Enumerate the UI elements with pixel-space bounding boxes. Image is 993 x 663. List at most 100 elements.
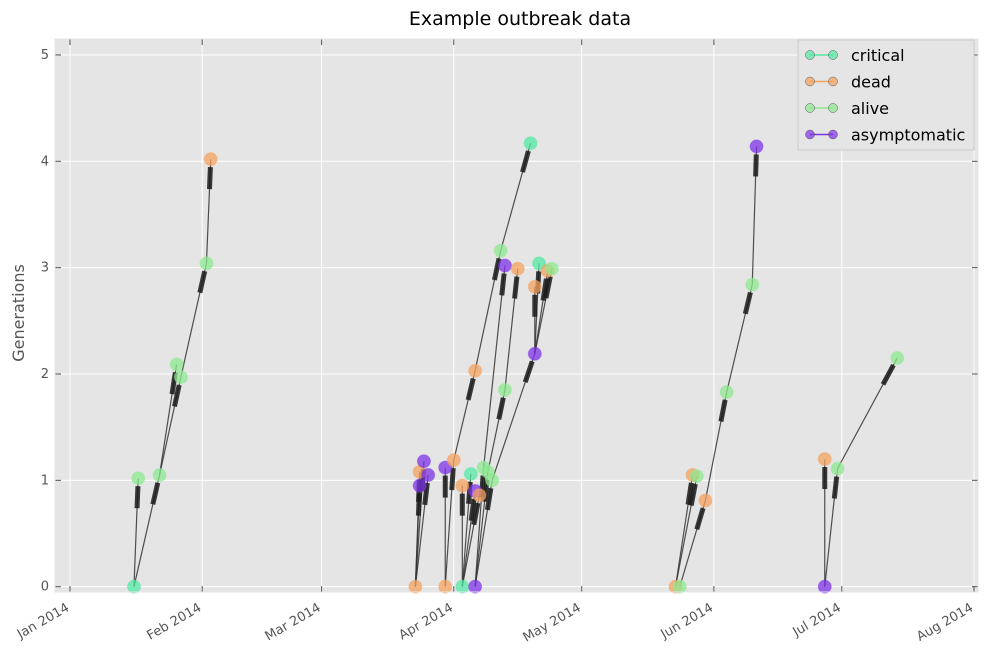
legend-marker xyxy=(828,103,838,113)
legend-box xyxy=(797,39,975,151)
legend-marker xyxy=(828,50,838,60)
x-tick-label: Feb 2014 xyxy=(145,600,205,643)
y-tick-label: 0 xyxy=(41,580,49,595)
x-tick-label: Aug 2014 xyxy=(914,600,976,644)
case-point-dead xyxy=(468,363,483,378)
transmission-arrowhead xyxy=(134,486,141,509)
case-point-asymptomatic xyxy=(749,139,764,154)
transmission-arrowhead xyxy=(880,363,896,386)
case-point-critical xyxy=(455,579,470,594)
case-point-alive xyxy=(493,243,508,258)
case-points xyxy=(126,136,905,594)
case-point-alive xyxy=(131,471,146,486)
case-point-asymptomatic xyxy=(416,454,431,469)
x-tick-label: Jul 2014 xyxy=(790,600,844,640)
case-point-asymptomatic xyxy=(527,346,542,361)
transmission-arrowhead xyxy=(540,278,549,301)
transmission-link xyxy=(483,265,506,468)
case-point-dead xyxy=(408,579,423,594)
x-tick-label: May 2014 xyxy=(521,600,584,645)
case-point-alive xyxy=(152,468,167,483)
x-tick-label: Mar 2014 xyxy=(263,600,324,644)
transmission-arrowhead xyxy=(520,150,531,173)
x-tick-label: Apr 2014 xyxy=(397,600,456,643)
transmission-arrowhead xyxy=(831,476,840,499)
transmission-arrowhead xyxy=(449,467,456,491)
transmission-arrowhead xyxy=(688,483,698,507)
transmission-arrowhead xyxy=(468,498,477,522)
case-point-critical xyxy=(532,256,547,271)
case-point-dead xyxy=(438,579,453,594)
transmission-arrowhead xyxy=(491,257,502,281)
transmission-arrowhead xyxy=(543,276,553,299)
transmission-arrowhead xyxy=(742,291,753,315)
transmission-arrowhead xyxy=(753,154,759,177)
case-point-asymptomatic xyxy=(412,478,427,493)
case-point-dead xyxy=(455,478,470,493)
case-point-dead xyxy=(527,279,542,294)
transmission-arrowhead xyxy=(197,270,208,294)
case-point-alive xyxy=(497,382,512,397)
case-point-alive xyxy=(169,357,184,372)
case-point-asymptomatic xyxy=(421,468,436,483)
y-tick-label: 3 xyxy=(41,261,49,276)
case-point-dead xyxy=(698,493,713,508)
case-point-dead xyxy=(203,152,218,167)
legend-marker xyxy=(805,129,815,140)
transmission-arrowhead xyxy=(512,276,520,299)
case-point-alive xyxy=(485,473,500,488)
case-point-dead xyxy=(817,452,832,467)
case-point-alive xyxy=(199,256,214,271)
transmission-arrowhead xyxy=(471,502,481,526)
transmission-arrowhead xyxy=(499,273,507,296)
case-point-alive xyxy=(719,385,734,400)
y-tick-label: 1 xyxy=(41,473,49,488)
chart-title: Example outbreak data xyxy=(409,8,631,30)
legend-marker xyxy=(805,103,815,113)
case-point-critical xyxy=(463,466,478,481)
transmission-arrowhead xyxy=(685,482,694,506)
transmission-arrowhead xyxy=(718,399,728,422)
legend-marker xyxy=(828,129,838,140)
case-point-critical xyxy=(523,136,538,151)
y-axis-label: Generations xyxy=(9,264,28,362)
legend-label: asymptomatic xyxy=(851,126,965,145)
x-tick-label: Jun 2014 xyxy=(658,600,716,642)
case-point-dead xyxy=(472,488,487,503)
legend-marker xyxy=(805,50,815,60)
transmission-arrowhead xyxy=(694,507,706,531)
case-point-asymptomatic xyxy=(497,258,512,273)
case-point-asymptomatic xyxy=(817,579,832,594)
case-point-alive xyxy=(745,277,760,292)
x-tick-label: Jan 2014 xyxy=(14,600,72,642)
legend-label: dead xyxy=(851,73,891,92)
legend: critical dead alive asymptomatic xyxy=(797,39,975,151)
case-point-dead xyxy=(510,261,525,276)
transmission-arrowhead xyxy=(422,482,430,506)
transmission-arrowhead xyxy=(415,493,422,516)
transmission-arrowhead xyxy=(150,482,161,505)
plot-frame xyxy=(54,38,979,593)
legend-marker xyxy=(828,76,838,87)
y-tick-label: 4 xyxy=(41,154,49,169)
transmission-arrowhead xyxy=(484,487,494,511)
transmission-arrowhead xyxy=(465,378,476,401)
y-tick-label: 5 xyxy=(41,48,49,63)
legend-label: alive xyxy=(851,99,889,118)
case-point-asymptomatic xyxy=(438,460,453,475)
case-point-alive xyxy=(890,351,905,366)
y-tick-label: 2 xyxy=(41,367,49,382)
case-point-critical xyxy=(126,579,141,594)
legend-marker xyxy=(805,76,815,87)
case-point-alive xyxy=(689,469,704,484)
transmission-arrowhead xyxy=(172,384,182,408)
transmission-arrowhead xyxy=(522,360,535,384)
case-point-asymptomatic xyxy=(468,579,483,594)
case-point-alive xyxy=(544,261,559,276)
case-point-alive xyxy=(173,370,188,385)
transmission-arrowhead xyxy=(496,397,506,420)
case-point-alive xyxy=(672,579,687,594)
case-point-alive xyxy=(830,461,845,476)
